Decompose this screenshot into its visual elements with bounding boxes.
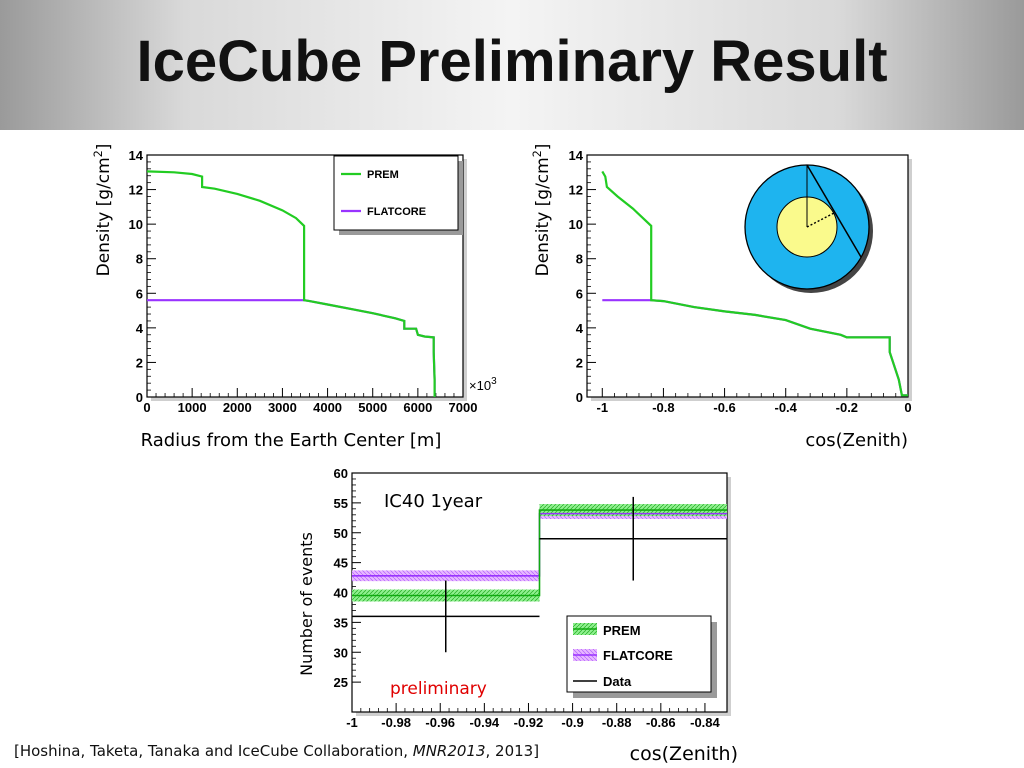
y-tick-label: 0 bbox=[136, 390, 143, 405]
y-axis-label-close: ] bbox=[533, 144, 553, 151]
ic40-annotation: IC40 1year bbox=[384, 491, 483, 512]
y-tick-label: 4 bbox=[136, 321, 144, 336]
x-tick-label: -1 bbox=[597, 400, 609, 415]
density-vs-zenith-chart: 0 2 4 6 8 10 12 14 -1 -0.8 -0.6 -0.4 -0.2 0 Density [g… bbox=[531, 144, 912, 451]
legend-box bbox=[333, 155, 459, 231]
x-tick-label: -0.96 bbox=[425, 715, 455, 730]
x-multiplier-label: ×103 bbox=[469, 376, 497, 393]
y-axis-label-text: Density [g/cm bbox=[533, 157, 553, 276]
y-tick-label: 0 bbox=[576, 390, 583, 405]
x-tick-label: 7000 bbox=[449, 400, 478, 415]
y-tick-label: 14 bbox=[569, 148, 584, 163]
neutrino-path-line bbox=[806, 164, 862, 258]
prem-line bbox=[601, 170, 908, 397]
y-tick-label: 10 bbox=[569, 217, 583, 232]
x-tick-label: -0.98 bbox=[381, 715, 411, 730]
x-axis-label: Radius from the Earth Center [m] bbox=[141, 430, 442, 451]
x-tick-label: 2000 bbox=[223, 400, 252, 415]
slide-title: IceCube Preliminary Result bbox=[136, 29, 888, 94]
citation-prefix: [Hoshina, Taketa, Tanaka and IceCube Col… bbox=[14, 742, 413, 760]
y-axis-label-text: Density [g/cm bbox=[94, 157, 114, 276]
citation-journal: MNR2013 bbox=[412, 742, 486, 760]
y-tick-label: 6 bbox=[576, 286, 583, 301]
y-tick-label: 50 bbox=[334, 526, 348, 541]
x-tick-label: -0.86 bbox=[646, 715, 676, 730]
x-tick-label: -0.8 bbox=[652, 400, 674, 415]
legend-flatcore-label: FLATCORE bbox=[367, 206, 426, 218]
x-tick-label: 0 bbox=[143, 400, 150, 415]
prem-line bbox=[146, 170, 436, 397]
y-tick-label: 6 bbox=[136, 286, 143, 301]
citation: [Hoshina, Taketa, Tanaka and IceCube Col… bbox=[14, 742, 539, 760]
y-tick-label: 2 bbox=[576, 355, 583, 370]
x-axis-label: cos(Zenith) bbox=[805, 430, 908, 451]
x-tick-label: -0.6 bbox=[713, 400, 735, 415]
x-tick-label: 6000 bbox=[403, 400, 432, 415]
x-tick-label: -0.92 bbox=[514, 715, 544, 730]
impact-radius-line bbox=[806, 212, 835, 228]
legend-flatcore-label: FLATCORE bbox=[603, 648, 673, 663]
plot-frame bbox=[586, 154, 909, 398]
y-axis-label-sup: 2 bbox=[531, 150, 544, 157]
x-tick-label: -0.88 bbox=[602, 715, 632, 730]
x-tick-label: 5000 bbox=[358, 400, 387, 415]
y-tick-label: 25 bbox=[334, 675, 348, 690]
y-tick-label: 12 bbox=[569, 183, 583, 198]
y-tick-label: 35 bbox=[334, 615, 348, 630]
y-axis-label-close: ] bbox=[94, 144, 114, 151]
y-tick-label: 30 bbox=[334, 645, 348, 660]
legend-prem-label: PREM bbox=[603, 623, 641, 638]
preliminary-watermark: preliminary bbox=[390, 679, 487, 699]
y-tick-label: 12 bbox=[129, 183, 143, 198]
y-tick-label: 55 bbox=[334, 496, 348, 511]
x-tick-label: 4000 bbox=[313, 400, 342, 415]
y-axis-label: Density [g/cm2] bbox=[92, 144, 114, 277]
y-axis-label-sup: 2 bbox=[92, 150, 105, 157]
x-tick-label: 3000 bbox=[268, 400, 297, 415]
x-multiplier-exp: 3 bbox=[491, 376, 497, 387]
y-tick-label: 10 bbox=[129, 217, 143, 232]
y-tick-label: 8 bbox=[576, 252, 583, 267]
citation-suffix: , 2013] bbox=[485, 742, 540, 760]
x-tick-label: -0.84 bbox=[690, 715, 720, 730]
x-tick-label: -0.94 bbox=[470, 715, 500, 730]
y-tick-label: 40 bbox=[334, 586, 348, 601]
y-axis-label: Number of events bbox=[297, 532, 316, 676]
y-axis-label: Density [g/cm2] bbox=[531, 144, 553, 277]
legend-prem-label: PREM bbox=[367, 169, 399, 181]
density-vs-radius-chart: 0 2 4 6 8 10 12 14 0 1000 2000 3000 4000 5000 6000 7000… bbox=[92, 144, 497, 451]
x-tick-label: -0.2 bbox=[836, 400, 858, 415]
x-tick-label: 0 bbox=[904, 400, 911, 415]
y-tick-label: 60 bbox=[334, 466, 348, 481]
x-tick-label: 1000 bbox=[178, 400, 207, 415]
legend-data-label: Data bbox=[603, 674, 632, 689]
y-tick-label: 4 bbox=[576, 321, 584, 336]
x-tick-label: -1 bbox=[346, 715, 358, 730]
x-tick-label: -0.9 bbox=[561, 715, 583, 730]
y-tick-label: 45 bbox=[334, 556, 348, 571]
title-bar bbox=[0, 0, 1024, 130]
y-tick-label: 2 bbox=[136, 355, 143, 370]
y-tick-label: 14 bbox=[129, 148, 144, 163]
events-histogram-chart: 25 30 35 40 45 50 55 60 -1 -0.98 -0.96 -0.94 -0.92 -0… bbox=[297, 466, 738, 765]
x-multiplier-base: ×10 bbox=[469, 378, 491, 393]
x-axis-label: cos(Zenith) bbox=[630, 743, 738, 765]
x-tick-label: -0.4 bbox=[775, 400, 798, 415]
y-tick-label: 8 bbox=[136, 252, 143, 267]
